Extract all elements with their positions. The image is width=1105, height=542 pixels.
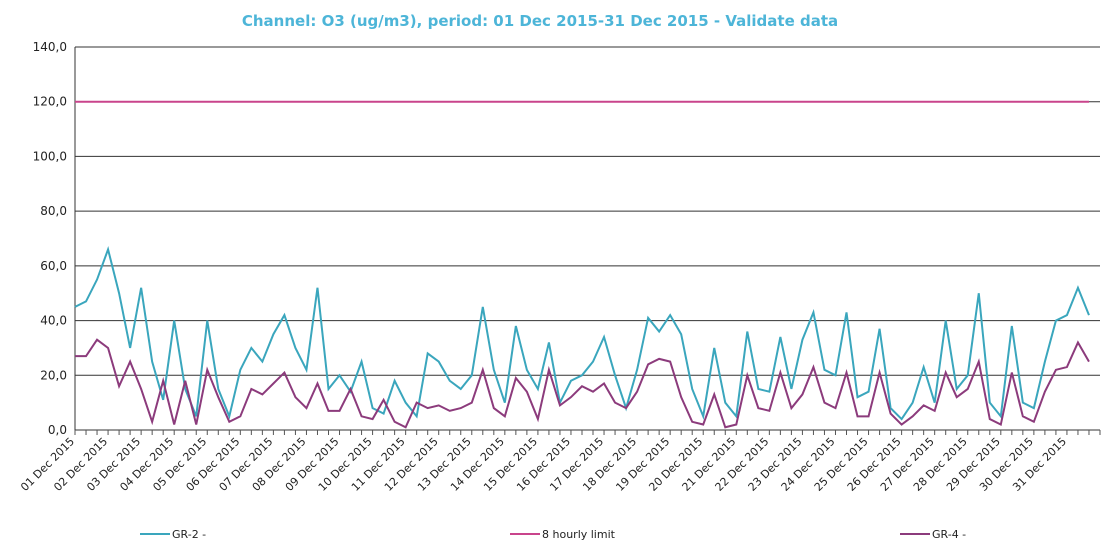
y-tick-label: 60,0 — [40, 259, 67, 273]
series-line — [75, 338, 1090, 429]
y-tick-label: 0,0 — [48, 423, 67, 437]
series-line — [74, 246, 1090, 421]
y-tick-label: 140,0 — [33, 40, 67, 54]
legend-label: GR-2 - — [172, 528, 206, 541]
legend-label: GR-4 - — [932, 528, 966, 541]
y-tick-label: 120,0 — [33, 95, 67, 109]
y-tick-label: 100,0 — [33, 149, 67, 163]
y-tick-label: 40,0 — [40, 314, 67, 328]
y-tick-label: 20,0 — [40, 368, 67, 382]
legend-label: 8 hourly limit — [542, 528, 616, 541]
chart-title: Channel: O3 (ug/m3), period: 01 Dec 2015… — [242, 12, 838, 30]
y-tick-label: 80,0 — [40, 204, 67, 218]
